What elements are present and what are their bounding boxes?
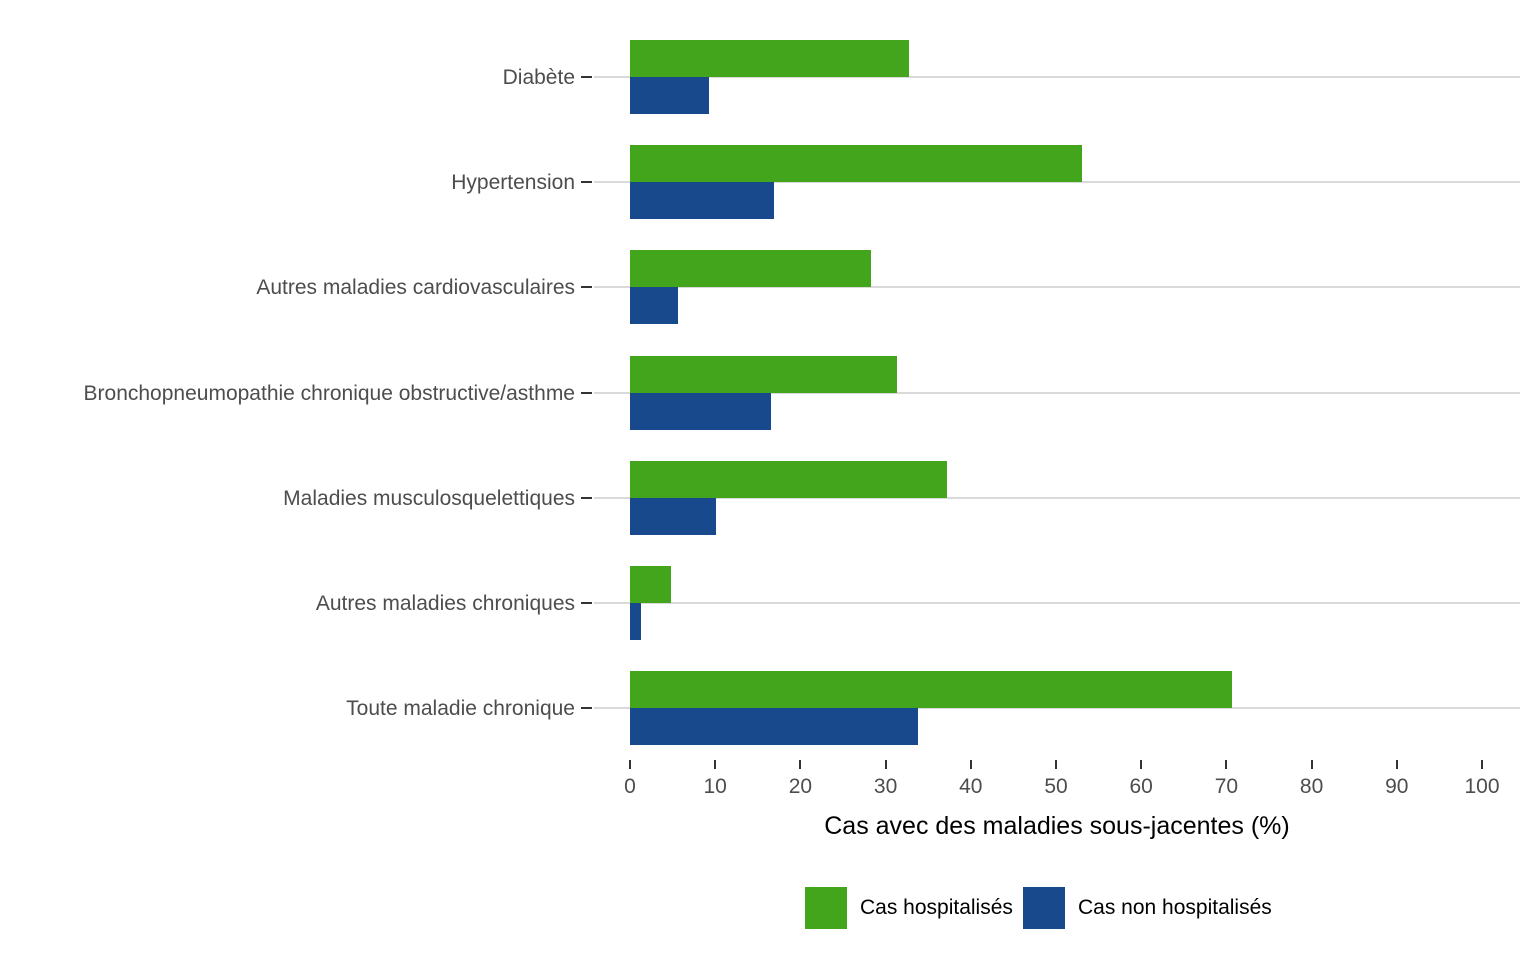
gridline	[594, 601, 1520, 604]
gridline	[594, 286, 1520, 289]
bar-non-hospitalises	[630, 602, 642, 640]
bar-hospitalises	[630, 460, 947, 498]
x-axis-tick-label: 30	[873, 775, 898, 798]
y-axis-tick	[581, 76, 592, 78]
bar-non-hospitalises	[630, 708, 918, 746]
x-axis-tick	[629, 760, 631, 769]
y-axis-tick	[581, 496, 592, 499]
bar-hospitalises	[630, 671, 1232, 709]
legend-label: Cas non hospitalisés	[1078, 896, 1272, 919]
bar-non-hospitalises	[630, 497, 717, 535]
category-label: Hypertension	[451, 171, 575, 195]
category-label: Autres maladies chroniques	[315, 591, 575, 615]
bar-non-hospitalises	[630, 287, 678, 325]
category-label: Maladies musculosquelettiques	[283, 486, 575, 510]
legend-swatch-hospitalises	[805, 887, 847, 929]
x-axis-tick-label: 40	[959, 775, 983, 798]
x-axis-tick	[1055, 760, 1057, 769]
bar-hospitalises	[630, 250, 872, 288]
y-axis-tick	[581, 391, 592, 394]
x-axis-tick-label: 70	[1214, 775, 1239, 798]
x-axis-tick	[1481, 760, 1483, 769]
x-axis-tick-label: 80	[1299, 775, 1324, 798]
x-axis-tick	[1225, 760, 1228, 769]
x-axis-tick	[714, 760, 717, 769]
category-label: Toute maladie chronique	[346, 697, 575, 721]
x-axis-tick-label: 90	[1385, 775, 1409, 798]
gridline	[594, 707, 1520, 710]
x-axis-tick-label: 50	[1044, 775, 1068, 798]
gridline	[594, 181, 1520, 184]
category-label: Diabète	[502, 66, 575, 89]
y-axis-tick	[581, 707, 592, 710]
y-axis-tick	[581, 601, 592, 604]
gridline	[594, 76, 1520, 78]
x-axis-tick-label: 60	[1129, 775, 1153, 798]
category-label: Autres maladies cardiovasculaires	[256, 276, 575, 300]
y-axis-tick	[581, 286, 592, 289]
x-axis-tick	[1310, 760, 1313, 769]
gridline	[594, 496, 1520, 499]
bar-hospitalises	[630, 40, 909, 77]
bar-hospitalises	[630, 565, 671, 603]
x-axis-tick	[884, 760, 887, 769]
bar-non-hospitalises	[630, 182, 774, 220]
category-label: Bronchopneumopathie chronique obstructiv…	[83, 381, 575, 405]
x-axis-tick-label: 0	[624, 775, 636, 798]
x-axis-tick	[969, 760, 972, 769]
x-axis-title: Cas avec des maladies sous-jacentes (%)	[824, 812, 1290, 840]
x-axis-tick	[799, 760, 802, 769]
bar-hospitalises	[630, 355, 897, 393]
x-axis-tick-label: 10	[703, 775, 727, 798]
x-axis-tick-label: 20	[788, 775, 813, 798]
bar-non-hospitalises	[630, 77, 710, 114]
legend-swatch-non-hospitalises	[1023, 887, 1065, 929]
x-axis-tick	[1140, 760, 1143, 769]
y-axis-tick	[581, 181, 592, 184]
legend-label: Cas hospitalisés	[860, 896, 1013, 919]
bar-non-hospitalises	[630, 392, 772, 430]
bar-hospitalises	[630, 145, 1082, 183]
x-axis-tick	[1395, 760, 1398, 769]
x-axis-tick-label: 100	[1464, 775, 1500, 798]
gridline	[594, 391, 1520, 394]
